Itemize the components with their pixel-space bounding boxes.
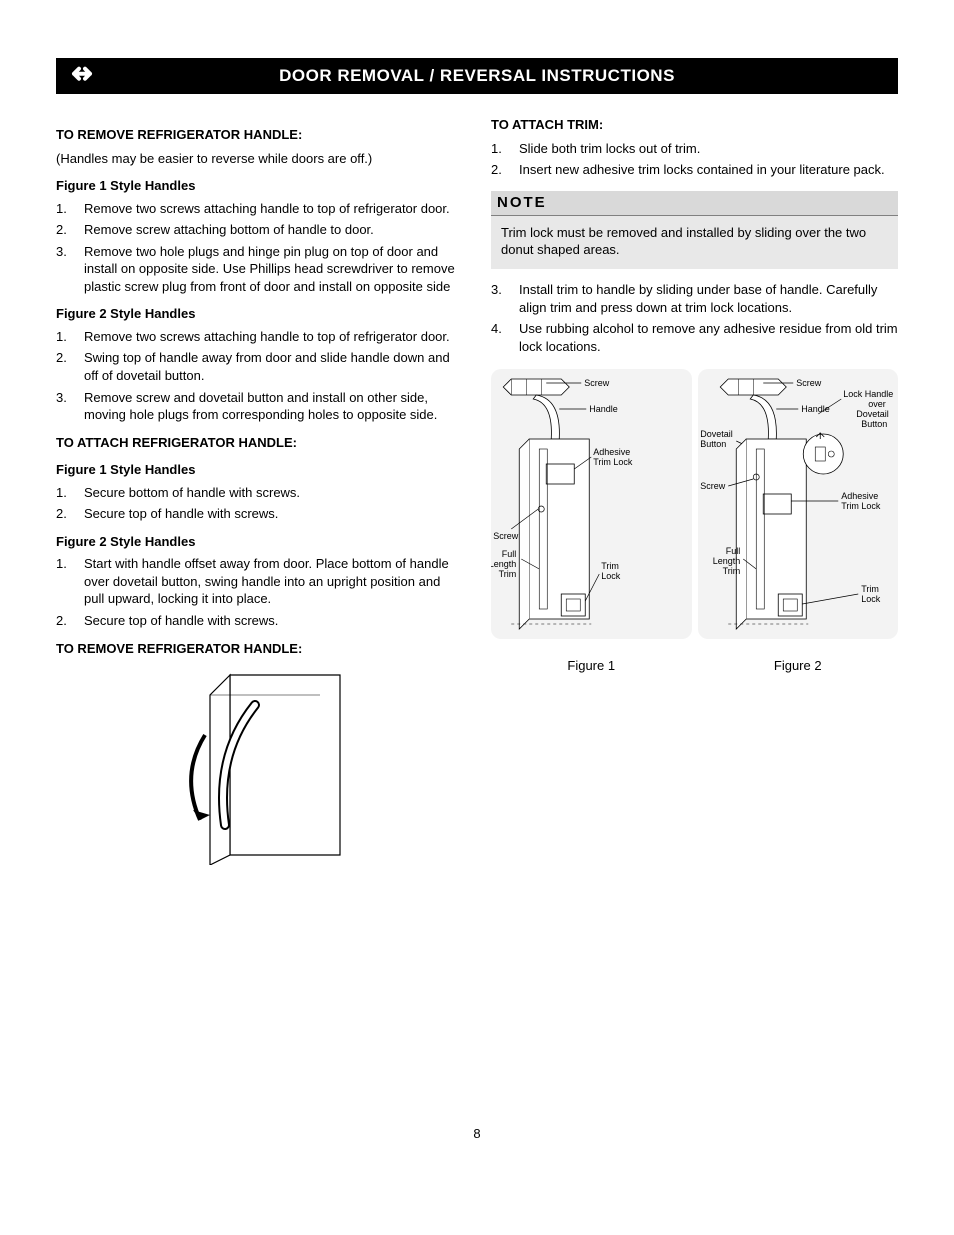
note-label: NOTE	[491, 191, 898, 216]
label-adhesive: Adhesive	[593, 447, 630, 457]
label-trimlock2: Trim Lock	[841, 501, 881, 511]
attach-fig2-steps: Start with handle offset away from door.…	[56, 555, 463, 629]
fig1-style-heading-1: Figure 1 Style Handles	[56, 177, 463, 195]
fig2-style-heading-1: Figure 2 Style Handles	[56, 305, 463, 323]
label-button: Button	[861, 419, 887, 429]
label-length2: Length	[712, 556, 740, 566]
label-trim2: Trim	[722, 566, 740, 576]
fig2-style-heading-2: Figure 2 Style Handles	[56, 533, 463, 551]
label-dovetail: Dovetail	[856, 409, 889, 419]
label-adhesive2: Adhesive	[841, 491, 878, 501]
title-text: DOOR REMOVAL / REVERSAL INSTRUCTIONS	[56, 65, 898, 88]
handle-diagram-icon	[160, 665, 360, 865]
label-dovetail2: Dovetail	[700, 429, 733, 439]
remove-fig2-steps: Remove two screws attaching handle to to…	[56, 328, 463, 424]
figure-1: Screw Handle Adhesive Trim Lock	[491, 369, 692, 675]
label-screw-bot: Screw	[493, 531, 519, 541]
label-lock-b: Lock	[601, 571, 621, 581]
list-item: Remove two hole plugs and hinge pin plug…	[56, 243, 463, 296]
left-column: TO REMOVE REFRIGERATOR HANDLE: (Handles …	[56, 116, 463, 865]
attach-trim-steps-a: Slide both trim locks out of trim. Inser…	[491, 140, 898, 179]
label-over: over	[868, 399, 886, 409]
attach-handle-heading: TO ATTACH REFRIGERATOR HANDLE:	[56, 434, 463, 452]
remove-handle-note: (Handles may be easier to reverse while …	[56, 150, 463, 168]
label-handle2: Handle	[801, 404, 830, 414]
figure-2-caption: Figure 2	[698, 657, 899, 675]
figure-1-diagram-icon: Screw Handle Adhesive Trim Lock	[491, 369, 692, 639]
figure-1-caption: Figure 1	[491, 657, 692, 675]
label-full: Full	[502, 549, 517, 559]
label-lock-b2: Lock	[861, 594, 881, 604]
list-item: Start with handle offset away from door.…	[56, 555, 463, 608]
label-trim-b: Trim	[601, 561, 619, 571]
label-trimlock-a: Trim Lock	[593, 457, 633, 467]
list-item: Remove screw attaching bottom of handle …	[56, 221, 463, 239]
fig1-style-heading-2: Figure 1 Style Handles	[56, 461, 463, 479]
attach-trim-heading: TO ATTACH TRIM:	[491, 116, 898, 134]
label-screw-top: Screw	[584, 378, 610, 388]
remove-handle-heading: TO REMOVE REFRIGERATOR HANDLE:	[56, 126, 463, 144]
list-item: Insert new adhesive trim locks contained…	[491, 161, 898, 179]
label-screw-top2: Screw	[796, 378, 822, 388]
content-columns: TO REMOVE REFRIGERATOR HANDLE: (Handles …	[56, 116, 898, 865]
attach-fig1-steps: Secure bottom of handle with screws. Sec…	[56, 484, 463, 523]
attach-trim-steps-b: Install trim to handle by sliding under …	[491, 281, 898, 355]
label-full2: Full	[725, 546, 740, 556]
note-body: Trim lock must be removed and installed …	[491, 216, 898, 269]
page-number: 8	[56, 1125, 898, 1143]
label-length: Length	[491, 559, 516, 569]
label-lockhandle: Lock Handle	[843, 389, 893, 399]
figure-2-diagram-icon: Screw Lock Handle over Dovetail Button H…	[698, 369, 899, 639]
figures-row: Screw Handle Adhesive Trim Lock	[491, 369, 898, 675]
list-item: Remove screw and dovetail button and ins…	[56, 389, 463, 424]
list-item: Slide both trim locks out of trim.	[491, 140, 898, 158]
label-handle: Handle	[589, 404, 618, 414]
list-item: Swing top of handle away from door and s…	[56, 349, 463, 384]
list-item: Remove two screws attaching handle to to…	[56, 200, 463, 218]
right-column: TO ATTACH TRIM: Slide both trim locks ou…	[491, 116, 898, 865]
remove-fig1-steps: Remove two screws attaching handle to to…	[56, 200, 463, 296]
label-trim-b2: Trim	[861, 584, 879, 594]
figure-2: Screw Lock Handle over Dovetail Button H…	[698, 369, 899, 675]
list-item: Secure top of handle with screws.	[56, 612, 463, 630]
list-item: Remove two screws attaching handle to to…	[56, 328, 463, 346]
list-item: Install trim to handle by sliding under …	[491, 281, 898, 316]
label-trim: Trim	[499, 569, 517, 579]
remove-handle-heading-2: TO REMOVE REFRIGERATOR HANDLE:	[56, 640, 463, 658]
label-screw-mid: Screw	[700, 481, 726, 491]
title-bar: DOOR REMOVAL / REVERSAL INSTRUCTIONS	[56, 58, 898, 94]
reversal-arrows-icon	[64, 62, 104, 91]
list-item: Secure top of handle with screws.	[56, 505, 463, 523]
label-button2: Button	[700, 439, 726, 449]
list-item: Use rubbing alcohol to remove any adhesi…	[491, 320, 898, 355]
list-item: Secure bottom of handle with screws.	[56, 484, 463, 502]
